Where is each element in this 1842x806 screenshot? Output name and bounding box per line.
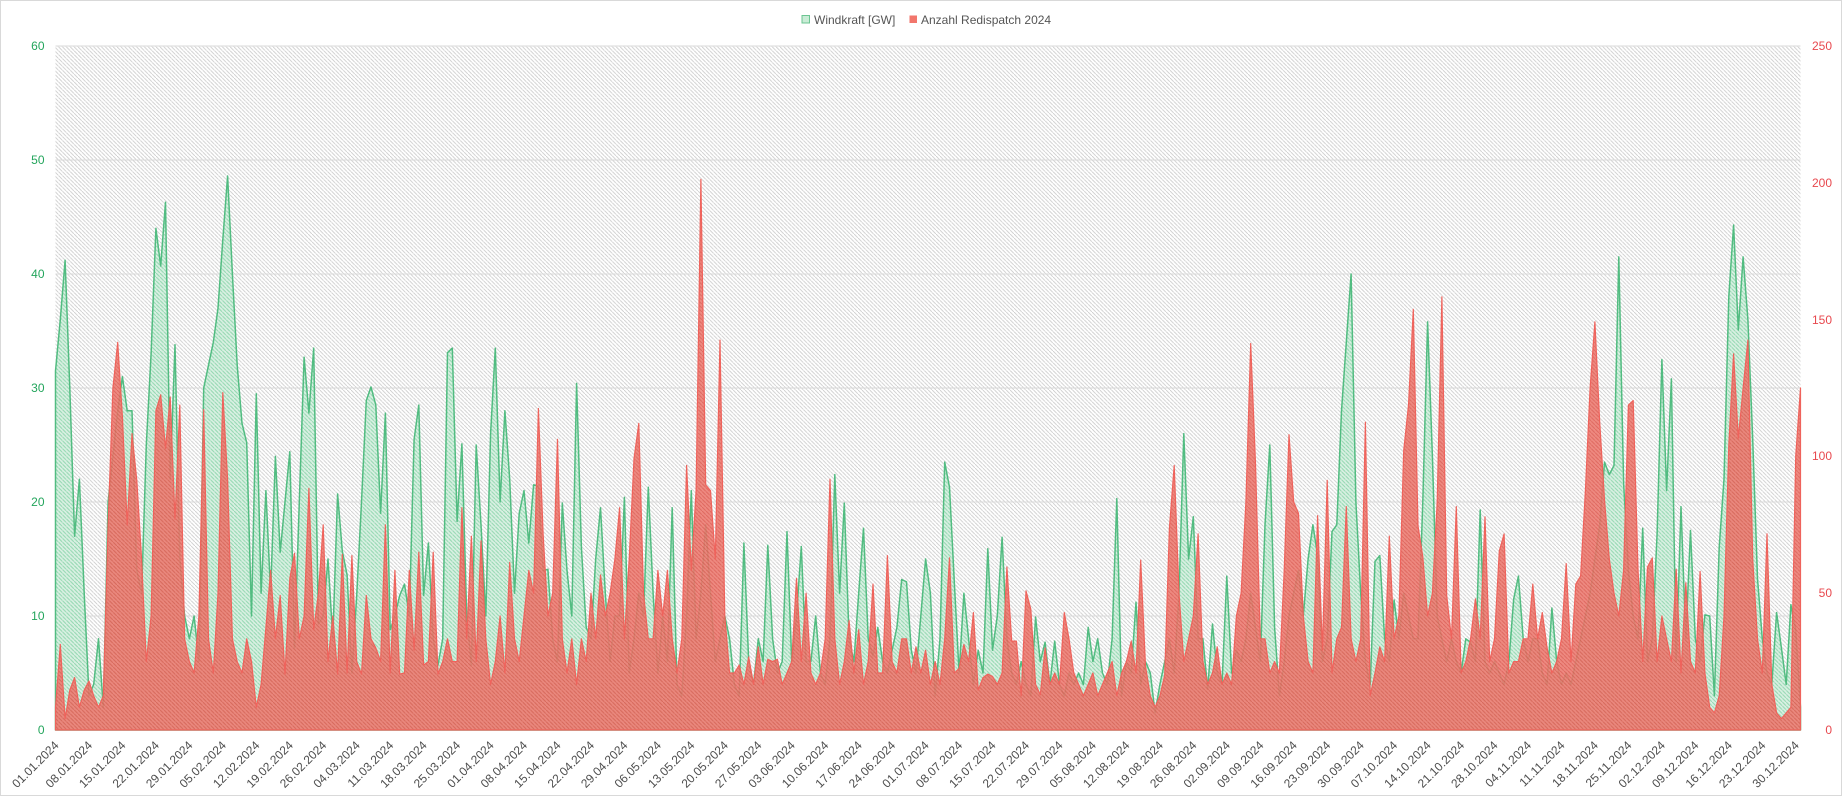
svg-text:200: 200 bbox=[1812, 176, 1832, 190]
svg-text:50: 50 bbox=[31, 153, 45, 167]
svg-text:30: 30 bbox=[31, 381, 45, 395]
svg-text:0: 0 bbox=[38, 723, 45, 737]
svg-text:60: 60 bbox=[31, 39, 45, 53]
svg-text:100: 100 bbox=[1812, 449, 1832, 463]
svg-text:20: 20 bbox=[31, 495, 45, 509]
svg-text:150: 150 bbox=[1812, 313, 1832, 327]
svg-text:Anzahl Redispatch 2024: Anzahl Redispatch 2024 bbox=[921, 13, 1051, 27]
svg-text:0: 0 bbox=[1825, 723, 1832, 737]
svg-text:250: 250 bbox=[1812, 39, 1832, 53]
svg-text:Windkraft [GW]: Windkraft [GW] bbox=[814, 13, 895, 27]
svg-text:40: 40 bbox=[31, 267, 45, 281]
svg-text:10: 10 bbox=[31, 609, 45, 623]
svg-text:50: 50 bbox=[1819, 586, 1833, 600]
